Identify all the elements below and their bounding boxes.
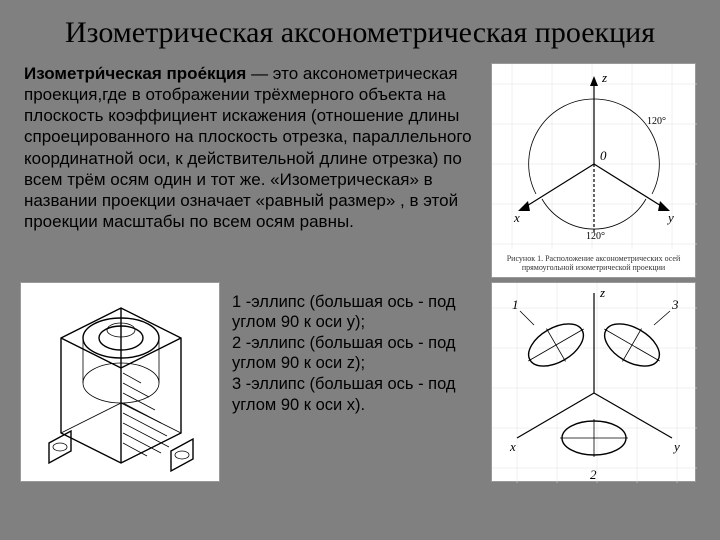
ellipses-svg: z x y 1 3 2 — [492, 283, 697, 483]
arrow-x — [518, 201, 530, 211]
label-x: x — [513, 210, 520, 225]
ellipse-item-2: 2 -эллипс (большая ось - под углом 90 к … — [232, 333, 479, 374]
label-origin: 0 — [600, 148, 607, 163]
definition-paragraph: Изометри́ческая прое́кция — это аксономе… — [24, 63, 481, 278]
caption-1: Рисунок 1. Расположение аксонометрически… — [507, 254, 681, 263]
arc-left — [529, 98, 594, 193]
ellipses-figure: z x y 1 3 2 — [491, 282, 696, 482]
part-figure — [20, 282, 220, 482]
label-y: y — [666, 210, 674, 225]
leader-1 — [520, 311, 534, 325]
definition-dash: — это — [246, 64, 303, 83]
angle-1: 120° — [647, 116, 666, 127]
elabel-y: y — [672, 439, 680, 454]
axes-svg: z x y 0 120° 120° — [492, 64, 697, 249]
label-z: z — [601, 70, 607, 85]
lower-row: 1 -эллипс (большая ось - под углом 90 к … — [24, 282, 696, 482]
ellipse-3 — [595, 312, 669, 377]
axes-lines — [522, 79, 666, 234]
arc-right — [594, 98, 659, 193]
num-1: 1 — [512, 297, 519, 312]
leader-3 — [654, 311, 670, 325]
upper-row: Изометри́ческая прое́кция — это аксономе… — [24, 63, 696, 278]
axes-figure: z x y 0 120° 120° Рисунок 1. Расположени… — [491, 63, 696, 278]
ellipse-item-1: 1 -эллипс (большая ось - под углом 90 к … — [232, 292, 479, 333]
angle-2: 120° — [586, 231, 605, 242]
caption-2: прямоугольной изометрической проекции — [522, 263, 665, 272]
definition-lead: Изометри́ческая прое́кция — [24, 64, 246, 83]
num-3: 3 — [671, 297, 679, 312]
arrow-z — [590, 76, 598, 86]
definition-body: аксонометрическая проекция,где в отображ… — [24, 64, 472, 232]
num-2: 2 — [590, 467, 597, 482]
slide-title: Изометрическая аксонометрическая проекци… — [24, 16, 696, 51]
ellipse-list: 1 -эллипс (большая ось - под углом 90 к … — [232, 292, 479, 482]
ellipse-item-3: 3 -эллипс (большая ось - под углом 90 к … — [232, 374, 479, 415]
elabel-z: z — [599, 285, 605, 300]
elabel-x: x — [509, 439, 516, 454]
slide: Изометрическая аксонометрическая проекци… — [0, 0, 720, 540]
axes-caption: Рисунок 1. Расположение аксонометрически… — [492, 255, 695, 273]
part-svg — [21, 283, 221, 483]
ellipse-1 — [519, 312, 593, 377]
ellipse-2 — [560, 419, 628, 457]
